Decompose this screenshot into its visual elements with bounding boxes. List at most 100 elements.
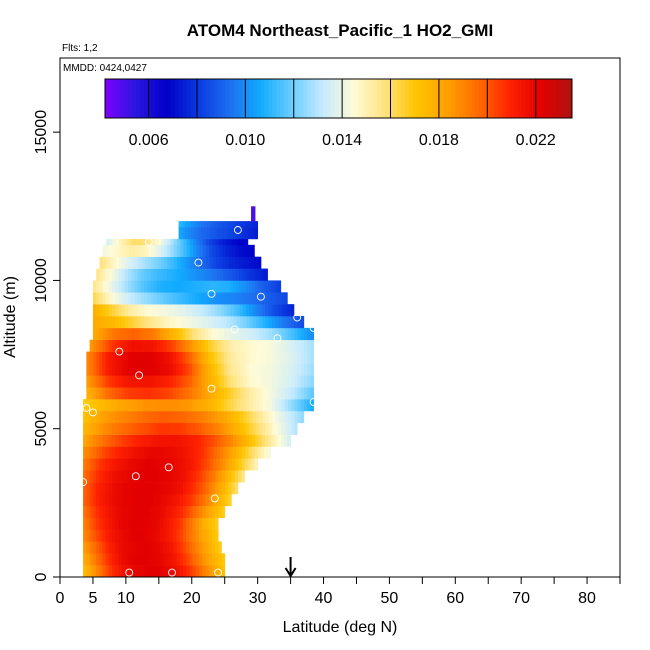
heatmap-cell [284, 327, 289, 341]
heatmap-cell [236, 292, 240, 305]
heatmap-cell [114, 458, 119, 471]
heatmap-cell [108, 327, 113, 341]
heatmap-cell [287, 304, 292, 317]
heatmap-cell [284, 375, 289, 388]
heatmap-cell [179, 399, 183, 412]
heatmap-cell [182, 410, 186, 424]
heatmap-cell [268, 422, 273, 435]
heatmap-cell [191, 446, 195, 459]
heatmap-cell [141, 553, 145, 566]
heatmap-cell [182, 493, 187, 507]
heatmap-cell [179, 316, 183, 329]
x-tick-label: 0 [56, 590, 65, 607]
colorbar-segment [346, 79, 351, 118]
heatmap-cell [188, 363, 193, 376]
heatmap-cell [137, 434, 141, 447]
observation-point [144, 237, 153, 246]
heatmap-cell [272, 351, 276, 364]
heatmap-cell [184, 458, 189, 471]
heatmap-cell [192, 517, 197, 530]
heatmap-cell [179, 482, 184, 495]
heatmap-cell [108, 280, 113, 293]
heatmap-cell [211, 351, 215, 364]
heatmap-cell [195, 553, 200, 566]
heatmap-cell [183, 238, 187, 246]
heatmap-cell [153, 553, 158, 566]
heatmap-cell [170, 256, 175, 269]
heatmap-cell [204, 387, 209, 400]
heatmap-cell [137, 470, 142, 483]
heatmap-cell [281, 387, 286, 400]
heatmap-cell [152, 458, 157, 471]
heatmap-cell [86, 363, 90, 376]
heatmap-cell [304, 351, 308, 364]
colorbar-segment [128, 79, 133, 118]
heatmap-cell [140, 304, 145, 317]
heatmap-cell [134, 327, 139, 341]
observation-point [309, 398, 318, 406]
heatmap-cell [243, 316, 247, 329]
heatmap-cell [214, 422, 218, 435]
colorbar-segment [350, 79, 355, 118]
heatmap-cell [256, 387, 260, 400]
heatmap-cell [166, 529, 171, 542]
heatmap-cell [208, 553, 213, 566]
heatmap-cell [160, 482, 165, 495]
heatmap-cell [179, 505, 184, 518]
heatmap-cell [219, 221, 224, 228]
colorbar-segment [272, 79, 277, 118]
heatmap-cell [134, 316, 139, 329]
heatmap-cell [175, 316, 180, 329]
heatmap-cell [249, 327, 254, 341]
heatmap-cell [202, 470, 207, 483]
heatmap-cell [268, 434, 272, 447]
heatmap-cell [258, 446, 262, 459]
heatmap-cell [199, 238, 204, 246]
colorbar-segment [385, 79, 390, 118]
heatmap-cell [236, 327, 241, 341]
heatmap-cell [118, 541, 123, 554]
heatmap-cell [214, 541, 219, 554]
heatmap-cell [232, 221, 236, 228]
heatmap-cell [255, 434, 260, 447]
heatmap-cell [262, 363, 267, 376]
heatmap-cell [262, 410, 266, 424]
heatmap-cell [178, 221, 183, 228]
heatmap-cell [141, 565, 145, 578]
heatmap-cell [108, 505, 113, 518]
heatmap-cell [121, 446, 125, 459]
heatmap-cell [115, 363, 119, 376]
heatmap-cell [230, 339, 235, 352]
heatmap-cell [105, 256, 110, 269]
colorbar-segment [307, 79, 312, 118]
heatmap-cell [128, 316, 132, 329]
heatmap-cell [95, 434, 100, 447]
heatmap-cell [241, 221, 246, 228]
heatmap-cell [217, 434, 221, 447]
heatmap-cell [251, 256, 255, 269]
heatmap-cell [222, 227, 227, 240]
heatmap-cell [287, 422, 292, 435]
heatmap-cell [169, 387, 174, 400]
heatmap-cell [185, 387, 190, 400]
heatmap-cell [182, 351, 186, 364]
heatmap-cell [89, 482, 94, 495]
heatmap-cell [297, 387, 302, 400]
heatmap-cell [246, 410, 250, 424]
heatmap-cell [265, 327, 270, 341]
heatmap-cell [214, 399, 218, 412]
heatmap-cell [288, 387, 292, 400]
heatmap-cell [233, 434, 237, 447]
heatmap-cell [92, 304, 97, 317]
heatmap-cell [131, 399, 135, 412]
heatmap-cell [172, 375, 177, 388]
heatmap-cell [233, 327, 238, 341]
heatmap-cell [156, 327, 161, 341]
heatmap-cell [143, 446, 148, 459]
heatmap-cell [191, 292, 196, 305]
heatmap-cell [86, 387, 90, 400]
colorbar-segment [132, 79, 137, 118]
heatmap-cell [181, 268, 186, 281]
heatmap-cell [185, 316, 190, 329]
heatmap-cell [192, 470, 197, 483]
